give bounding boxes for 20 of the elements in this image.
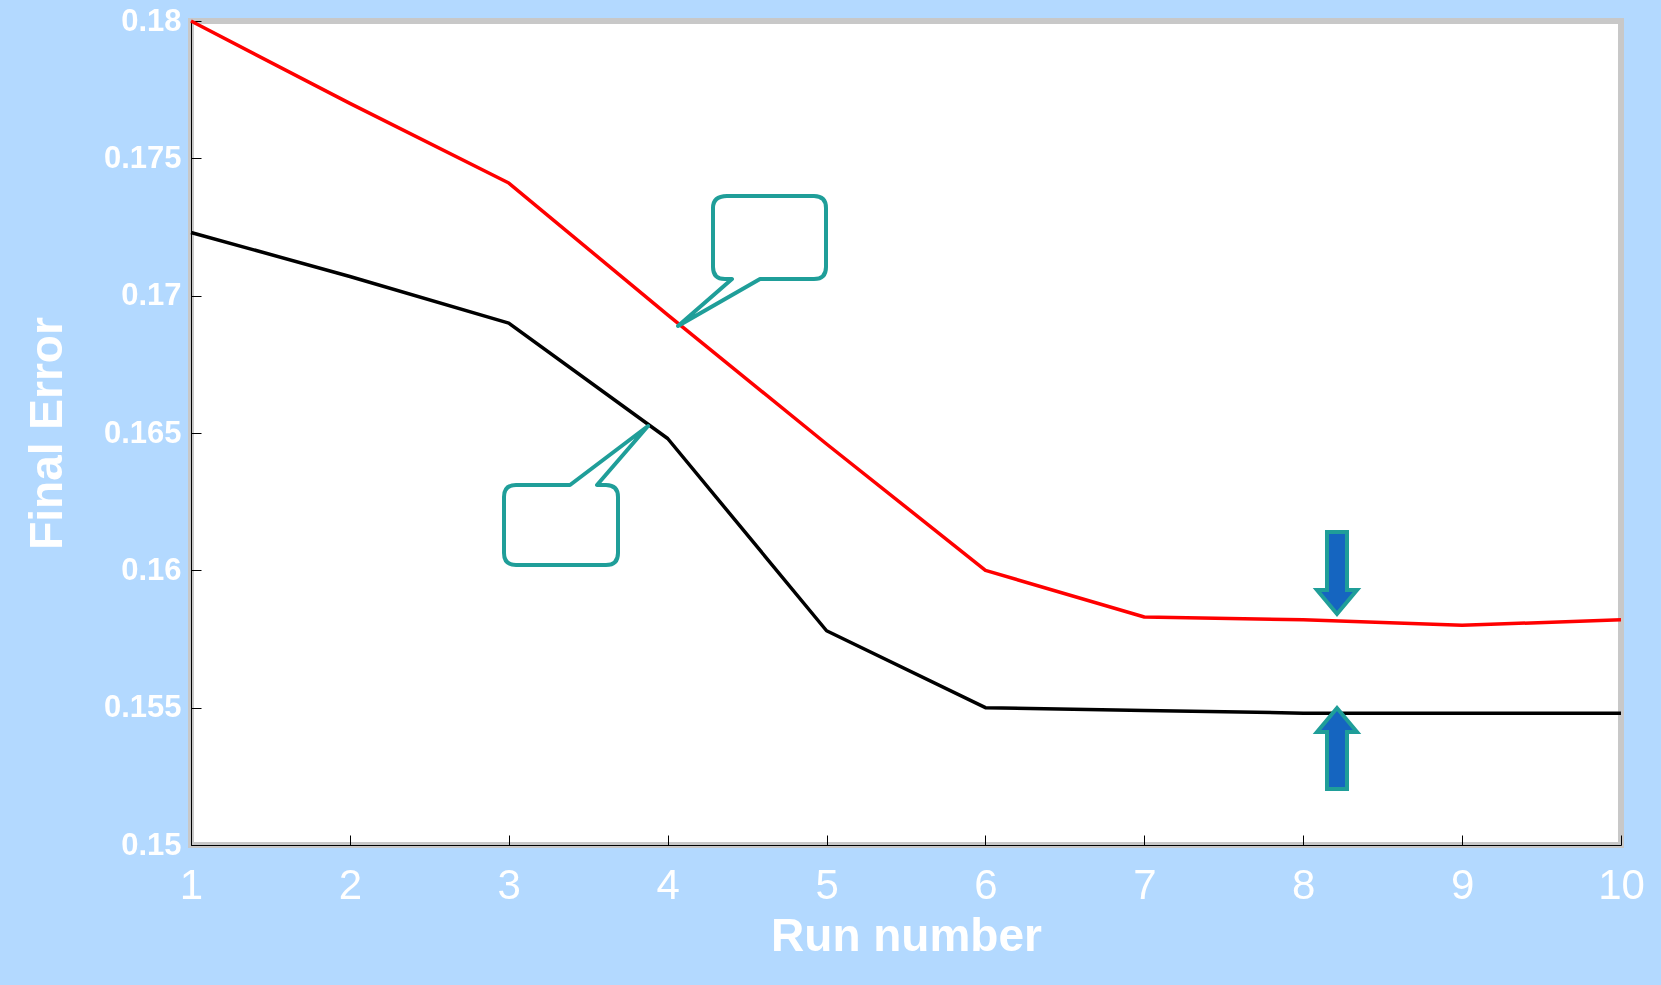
y-tick-label: 0.18 bbox=[121, 2, 182, 38]
y-tick-label: 0.155 bbox=[103, 689, 182, 725]
line-series bbox=[189, 19, 1623, 628]
x-tick-label: 9 bbox=[1450, 860, 1475, 908]
x-tick-label: 3 bbox=[497, 860, 521, 908]
x-tick-label: 7 bbox=[1133, 860, 1157, 908]
y-tick-label: 0.175 bbox=[103, 139, 182, 175]
y-tick-label: 0.15 bbox=[121, 826, 182, 862]
x-tick-label: 6 bbox=[974, 860, 998, 908]
x-tick-label: 8 bbox=[1292, 860, 1316, 908]
y-tick-label: 0.165 bbox=[103, 414, 182, 450]
x-tick-label: 4 bbox=[656, 860, 680, 908]
y-axis-title: Final Error bbox=[19, 317, 72, 550]
y-tick-label: 0.17 bbox=[121, 277, 182, 313]
x-axis-title: Run number bbox=[771, 908, 1043, 961]
x-tick-label: 1 bbox=[179, 860, 204, 908]
y-tick-label: 0.16 bbox=[121, 551, 182, 587]
x-tick-label: 5 bbox=[815, 860, 839, 908]
x-tick-label: 10 bbox=[1598, 860, 1645, 908]
x-tick-label: 2 bbox=[338, 860, 363, 908]
